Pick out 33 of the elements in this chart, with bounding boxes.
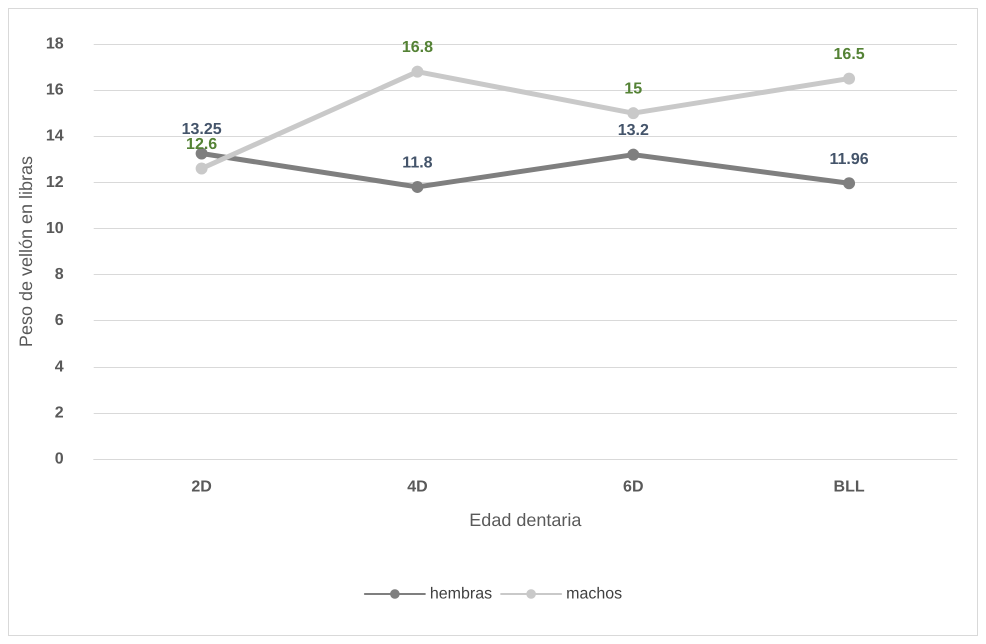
y-tick-label: 14	[46, 128, 64, 145]
data-label: 13.25	[182, 121, 222, 138]
data-label: 11.8	[402, 154, 433, 172]
y-tick-label: 2	[54, 404, 64, 422]
y-tick-label: 12	[46, 174, 64, 191]
y-tick-label: 8	[54, 266, 64, 284]
point	[627, 148, 640, 161]
data-label: 15	[624, 80, 642, 98]
legend-label: machos	[566, 586, 622, 602]
point	[627, 107, 640, 120]
data-label: 12.6	[186, 136, 218, 153]
y-tick-label: 6	[54, 312, 64, 330]
legend-label: hembras	[430, 586, 492, 602]
x-tick-label: 2D	[191, 478, 212, 496]
y-tick-label: 16	[46, 82, 64, 99]
point	[196, 162, 208, 174]
data-label: 11.96	[830, 150, 869, 168]
x-axis-title: Edad dentaria	[469, 510, 582, 530]
point	[843, 72, 856, 85]
x-tick-label: 4D	[407, 478, 428, 496]
data-label: 16.8	[402, 39, 434, 56]
y-tick-label: 18	[46, 36, 64, 52]
y-tick-label: 4	[54, 358, 64, 376]
x-tick-label: BLL	[834, 478, 865, 496]
point	[411, 180, 424, 193]
data-label: 16.5	[834, 46, 865, 64]
y-tick-label: 0	[54, 450, 64, 468]
y-tick-label: 10	[46, 220, 64, 237]
x-tick-label: 6D	[623, 478, 644, 496]
data-label: 13.2	[618, 122, 649, 140]
y-axis-title: Peso de vellón en libras	[16, 156, 36, 348]
point	[411, 66, 424, 78]
point	[843, 177, 856, 190]
